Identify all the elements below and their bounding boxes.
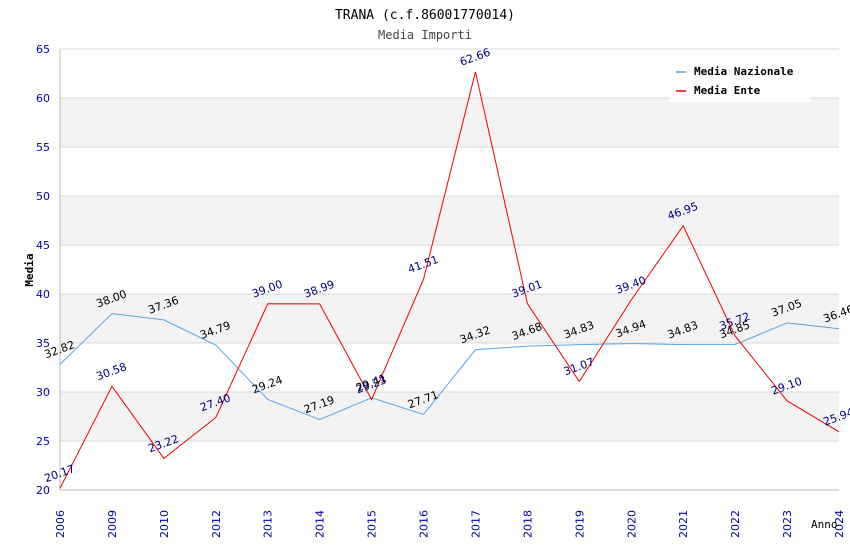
x-tick-2018: 2018 (521, 510, 534, 538)
data-label-media-ente-2009: 30.58 (95, 360, 129, 383)
series-line-media-nazionale (59, 313, 840, 421)
x-tick-2010: 2010 (158, 510, 171, 538)
band-55 (60, 98, 839, 147)
x-tick-2023: 2023 (781, 510, 794, 538)
x-tick-2006: 2006 (54, 510, 67, 538)
gridlines (60, 48, 839, 491)
x-tick-2022: 2022 (729, 510, 742, 538)
legend-label-media-nazionale: Media Nazionale (694, 65, 794, 78)
axes (59, 49, 839, 491)
band-25 (60, 392, 839, 441)
y-tick-45: 45 (36, 239, 50, 252)
x-tick-2012: 2012 (210, 510, 223, 538)
x-axis-label: Anno (811, 518, 838, 531)
y-tick-35: 35 (36, 337, 50, 350)
y-tick-labels: 20 25 30 35 40 45 50 55 60 65 (36, 43, 50, 497)
x-tick-2021: 2021 (677, 510, 690, 538)
x-tick-2013: 2013 (262, 510, 275, 538)
y-tick-60: 60 (36, 92, 50, 105)
y-tick-40: 40 (36, 288, 50, 301)
y-tick-30: 30 (36, 386, 50, 399)
chart-subtitle: Media Importi (378, 28, 472, 42)
band-35 (60, 294, 839, 343)
y-axis-label: Media (23, 253, 36, 286)
chart-title: TRANA (c.f.86001770014) (335, 8, 515, 23)
legend-box (670, 60, 810, 102)
data-label-media-ente-2016: 41.51 (406, 253, 440, 276)
band-45 (60, 196, 839, 245)
data-label-media-ente-2020: 39.40 (614, 274, 648, 297)
legend-label-media-ente: Media Ente (694, 84, 761, 97)
x-tick-2024: 2024 (833, 510, 846, 538)
series-line-media-ente (59, 71, 840, 489)
y-tick-55: 55 (36, 141, 50, 154)
y-tick-50: 50 (36, 190, 50, 203)
x-tick-labels: 2006 2009 2010 2012 2013 2014 2015 2016 2017 2018… (54, 510, 846, 538)
x-tick-2009: 2009 (106, 510, 119, 538)
series-lines (59, 71, 840, 489)
x-tick-2016: 2016 (418, 510, 431, 538)
y-tick-20: 20 (36, 484, 50, 497)
y-tick-65: 65 (36, 43, 50, 56)
y-tick-25: 25 (36, 435, 50, 448)
x-tick-2014: 2014 (314, 510, 327, 538)
x-tick-2019: 2019 (573, 510, 586, 538)
data-label-media-ente-2019: 31.07 (562, 355, 596, 378)
x-tick-2015: 2015 (366, 510, 379, 538)
x-tick-2017: 2017 (469, 510, 482, 538)
x-tick-2020: 2020 (625, 510, 638, 538)
background-bands (60, 98, 839, 441)
legend: Media Nazionale Media Ente (670, 60, 810, 102)
